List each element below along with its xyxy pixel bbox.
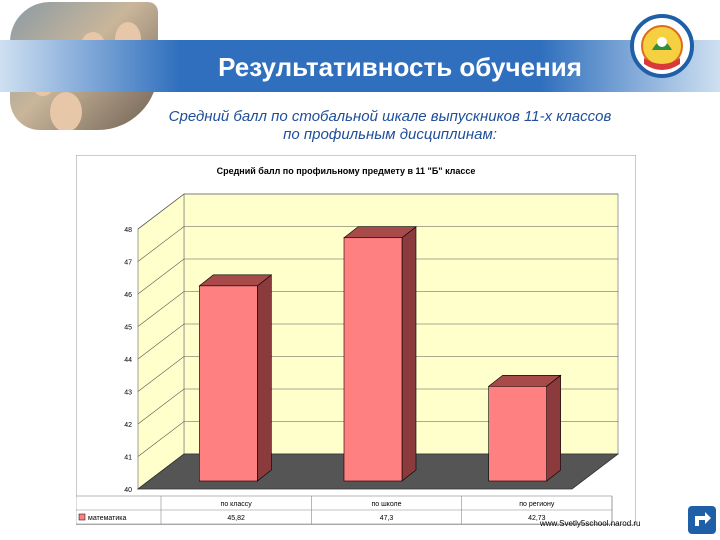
y-tick-label: 44 xyxy=(124,357,132,364)
chart-title: Средний балл по профильному предмету в 1… xyxy=(217,166,476,176)
y-tick-label: 43 xyxy=(124,390,132,397)
x-category-label: по региону xyxy=(519,501,555,508)
gridline xyxy=(137,226,618,262)
gridline xyxy=(137,388,618,425)
x-category-label: по классу xyxy=(221,501,253,508)
student-face xyxy=(50,92,82,130)
data-value-label: 47,3 xyxy=(380,515,394,522)
chart-area: Средний балл по профильному предмету в 1… xyxy=(75,154,637,526)
gridline xyxy=(137,291,618,327)
plot-layer: 40 41 42 43 44 45 46 47 48 xyxy=(124,193,620,494)
gridline xyxy=(137,258,618,295)
subtitle-line-1: Средний балл по стобальной шкале выпускн… xyxy=(168,108,612,125)
bar xyxy=(488,385,547,482)
y-tick-label: 48 xyxy=(124,227,132,234)
x-category-label: по школе xyxy=(371,501,401,508)
gridline xyxy=(137,193,618,230)
legend-series-name: математика xyxy=(88,515,126,522)
page-title: Результативность обучения xyxy=(218,52,582,82)
navigation-icon[interactable] xyxy=(688,506,716,534)
y-tick-label: 47 xyxy=(124,260,132,267)
bar xyxy=(343,237,403,482)
bar-chart: Средний балл по профильному предмету в 1… xyxy=(75,154,637,526)
y-tick-label: 41 xyxy=(124,455,132,462)
gridline xyxy=(137,356,618,392)
y-tick-label: 45 xyxy=(124,325,132,332)
chart-subtitle: Средний балл по стобальной шкале выпускн… xyxy=(90,108,690,144)
title-banner xyxy=(0,40,720,92)
y-tick-label: 46 xyxy=(124,292,132,299)
subtitle-line-2: по профильным дисциплинам: xyxy=(283,126,497,143)
footer-url: www.Svetly5school.narod.ru xyxy=(540,519,641,528)
gridline xyxy=(137,323,618,360)
y-tick-label: 42 xyxy=(124,422,132,429)
data-table: по классу по школе по региону математика 45,… xyxy=(75,495,613,525)
bar-side xyxy=(401,226,417,482)
legend-swatch xyxy=(78,513,86,521)
school-emblem-icon xyxy=(630,14,694,78)
gridline xyxy=(137,421,618,457)
bar-side xyxy=(257,274,272,482)
data-value-label: 45,82 xyxy=(227,515,245,522)
data-value-label: 42,73 xyxy=(528,515,546,522)
bar xyxy=(199,285,258,482)
return-arrow-icon xyxy=(695,512,711,526)
y-tick-label: 40 xyxy=(124,487,132,494)
bar-side xyxy=(546,374,561,482)
